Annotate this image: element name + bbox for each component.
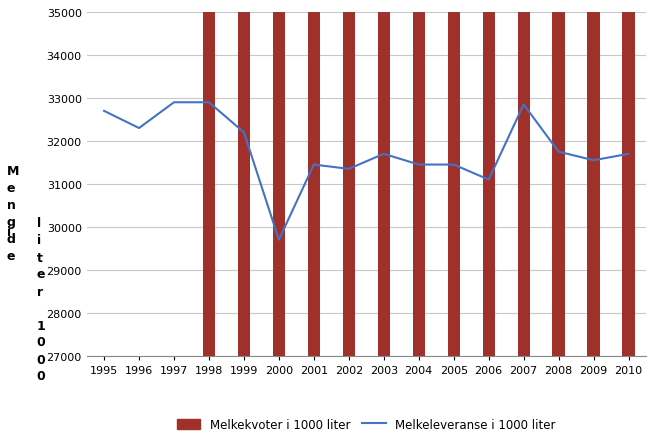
Text: i: i	[7, 226, 11, 239]
Bar	[517, 0, 529, 356]
Bar	[413, 0, 425, 356]
Bar	[308, 0, 320, 356]
Legend: Melkekvoter i 1000 liter, Melkeleveranse i 1000 liter: Melkekvoter i 1000 liter, Melkeleveranse…	[172, 413, 561, 434]
Bar	[587, 0, 599, 356]
Bar	[553, 0, 565, 356]
Bar	[448, 0, 460, 356]
Text: M
e
n
g
d
e: M e n g d e	[7, 165, 19, 263]
Bar	[238, 0, 250, 356]
Bar	[343, 0, 355, 356]
Bar	[203, 0, 215, 356]
Bar	[273, 0, 285, 356]
Bar	[623, 0, 635, 356]
Text: l
i
t
e
r
 
1
0
0
0: l i t e r 1 0 0 0	[37, 217, 45, 383]
Bar	[378, 0, 390, 356]
Bar	[483, 0, 495, 356]
